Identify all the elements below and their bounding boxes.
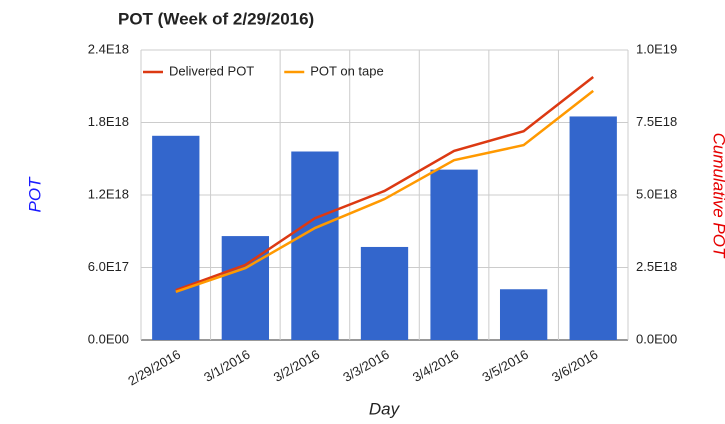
- y2-tick-label: 7.5E18: [636, 114, 677, 129]
- y-tick-label: 6.0E17: [88, 259, 129, 274]
- x-tick-label: 2/29/2016: [125, 347, 183, 389]
- y-tick-label: 1.8E18: [88, 114, 129, 129]
- y2-tick-label: 5.0E18: [636, 186, 677, 201]
- legend-label: Delivered POT: [169, 63, 254, 78]
- y-tick-label: 2.4E18: [88, 41, 129, 56]
- bar: [360, 246, 409, 340]
- y2-tick-label: 1.0E19: [636, 41, 677, 56]
- bar: [221, 236, 270, 340]
- x-tick-label: 3/6/2016: [549, 347, 600, 385]
- x-tick-label: 3/4/2016: [410, 347, 461, 385]
- bar: [430, 169, 478, 340]
- chart-title: POT (Week of 2/29/2016): [118, 9, 314, 28]
- legend-label: POT on tape: [310, 63, 383, 78]
- x-axis-label: Day: [369, 399, 401, 418]
- y-tick-label: 0.0E00: [88, 331, 129, 346]
- y-axis-label: POT: [25, 176, 44, 213]
- y2-tick-label: 0.0E00: [636, 331, 677, 346]
- bar: [499, 289, 548, 340]
- y2-tick-label: 2.5E18: [636, 259, 677, 274]
- line: [175, 89, 594, 294]
- x-tick-label: 3/2/2016: [271, 347, 322, 385]
- bar: [152, 135, 200, 340]
- bar: [291, 151, 339, 340]
- x-tick-label: 3/3/2016: [340, 347, 391, 385]
- x-tick-label: 3/5/2016: [480, 347, 531, 385]
- line: [175, 75, 594, 292]
- bar: [569, 116, 617, 340]
- x-tick-label: 3/1/2016: [201, 347, 252, 385]
- y2-axis-label: Cumulative POT: [710, 133, 725, 259]
- y-tick-label: 1.2E18: [88, 186, 129, 201]
